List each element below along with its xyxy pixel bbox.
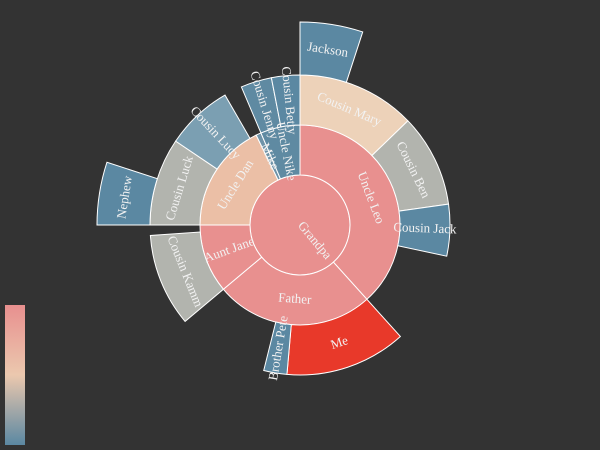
sunburst-wedge — [299, 21, 364, 83]
node-label: Nephew — [113, 174, 135, 220]
node-label: Jackson — [306, 39, 349, 60]
sunburst-wedge — [96, 161, 158, 226]
node-label: Father — [278, 290, 313, 307]
colorbar — [5, 305, 25, 445]
sunburst — [96, 21, 451, 376]
sunburst-wedge — [149, 231, 225, 323]
node-label: Me — [329, 332, 350, 352]
node-label: Cousin Betty — [279, 66, 301, 136]
sunburst-wedge — [397, 203, 451, 257]
sunburst-wedge — [174, 94, 251, 170]
sunburst-wedge — [270, 74, 301, 128]
sunburst-wedge — [263, 321, 292, 375]
node-label: Cousin Jack — [393, 219, 457, 236]
